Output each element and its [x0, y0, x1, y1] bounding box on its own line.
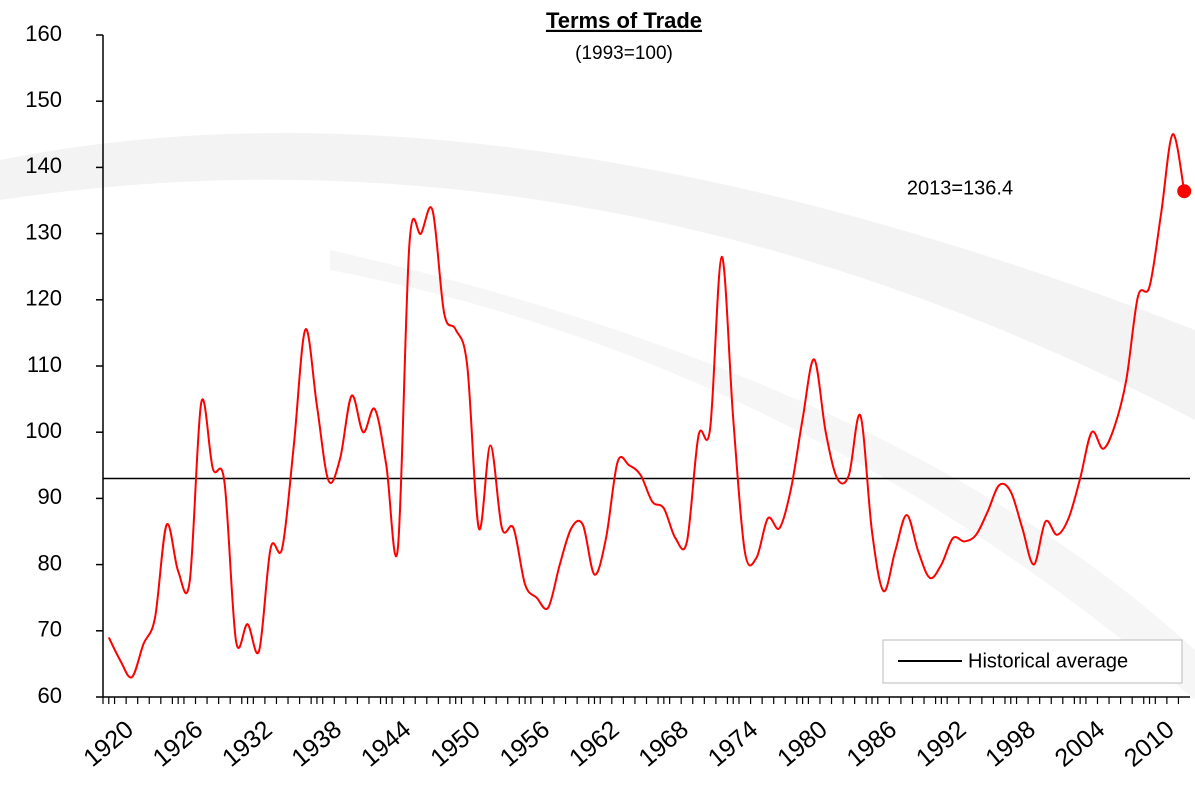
annotation: 2013=136.4 — [907, 177, 1013, 199]
x-tick-label: 1962 — [564, 715, 625, 772]
x-tick-label: 1920 — [78, 715, 139, 772]
x-tick-label: 1998 — [980, 715, 1041, 772]
y-tick-label: 130 — [25, 219, 62, 244]
x-tick-label: 1944 — [356, 715, 417, 772]
y-tick-label: 90 — [38, 484, 62, 509]
x-tick-label: 1986 — [841, 715, 902, 772]
x-tick-label: 1926 — [148, 715, 209, 772]
x-tick-label: 1980 — [772, 715, 833, 772]
x-tick-label: 1992 — [911, 715, 972, 772]
y-tick-label: 140 — [25, 153, 62, 178]
x-tick-label: 1968 — [633, 715, 694, 772]
y-tick-label: 70 — [38, 617, 62, 642]
x-tick-label: 1974 — [703, 715, 764, 772]
x-tick-label: 2010 — [1119, 715, 1180, 772]
chart-title: Terms of Trade — [546, 8, 702, 33]
y-tick-label: 150 — [25, 87, 62, 112]
background-swoosh — [0, 132, 1195, 421]
x-tick-label: 1932 — [217, 715, 278, 772]
x-tick-label: 1956 — [495, 715, 556, 772]
y-tick-label: 120 — [25, 286, 62, 311]
x-tick-label: 1950 — [425, 715, 486, 772]
y-tick-label: 110 — [27, 352, 62, 377]
series-line — [107, 133, 1186, 679]
y-tick-label: 80 — [38, 550, 62, 575]
y-tick-label: 100 — [25, 418, 62, 443]
last-point — [1177, 184, 1192, 199]
x-tick-label: 1938 — [286, 715, 347, 772]
y-tick-label: 60 — [38, 683, 62, 708]
x-tick-label: 2004 — [1050, 715, 1111, 772]
legend-label: Historical average — [968, 650, 1128, 672]
chart-subtitle: (1993=100) — [575, 43, 673, 64]
y-tick-label: 160 — [25, 21, 62, 46]
